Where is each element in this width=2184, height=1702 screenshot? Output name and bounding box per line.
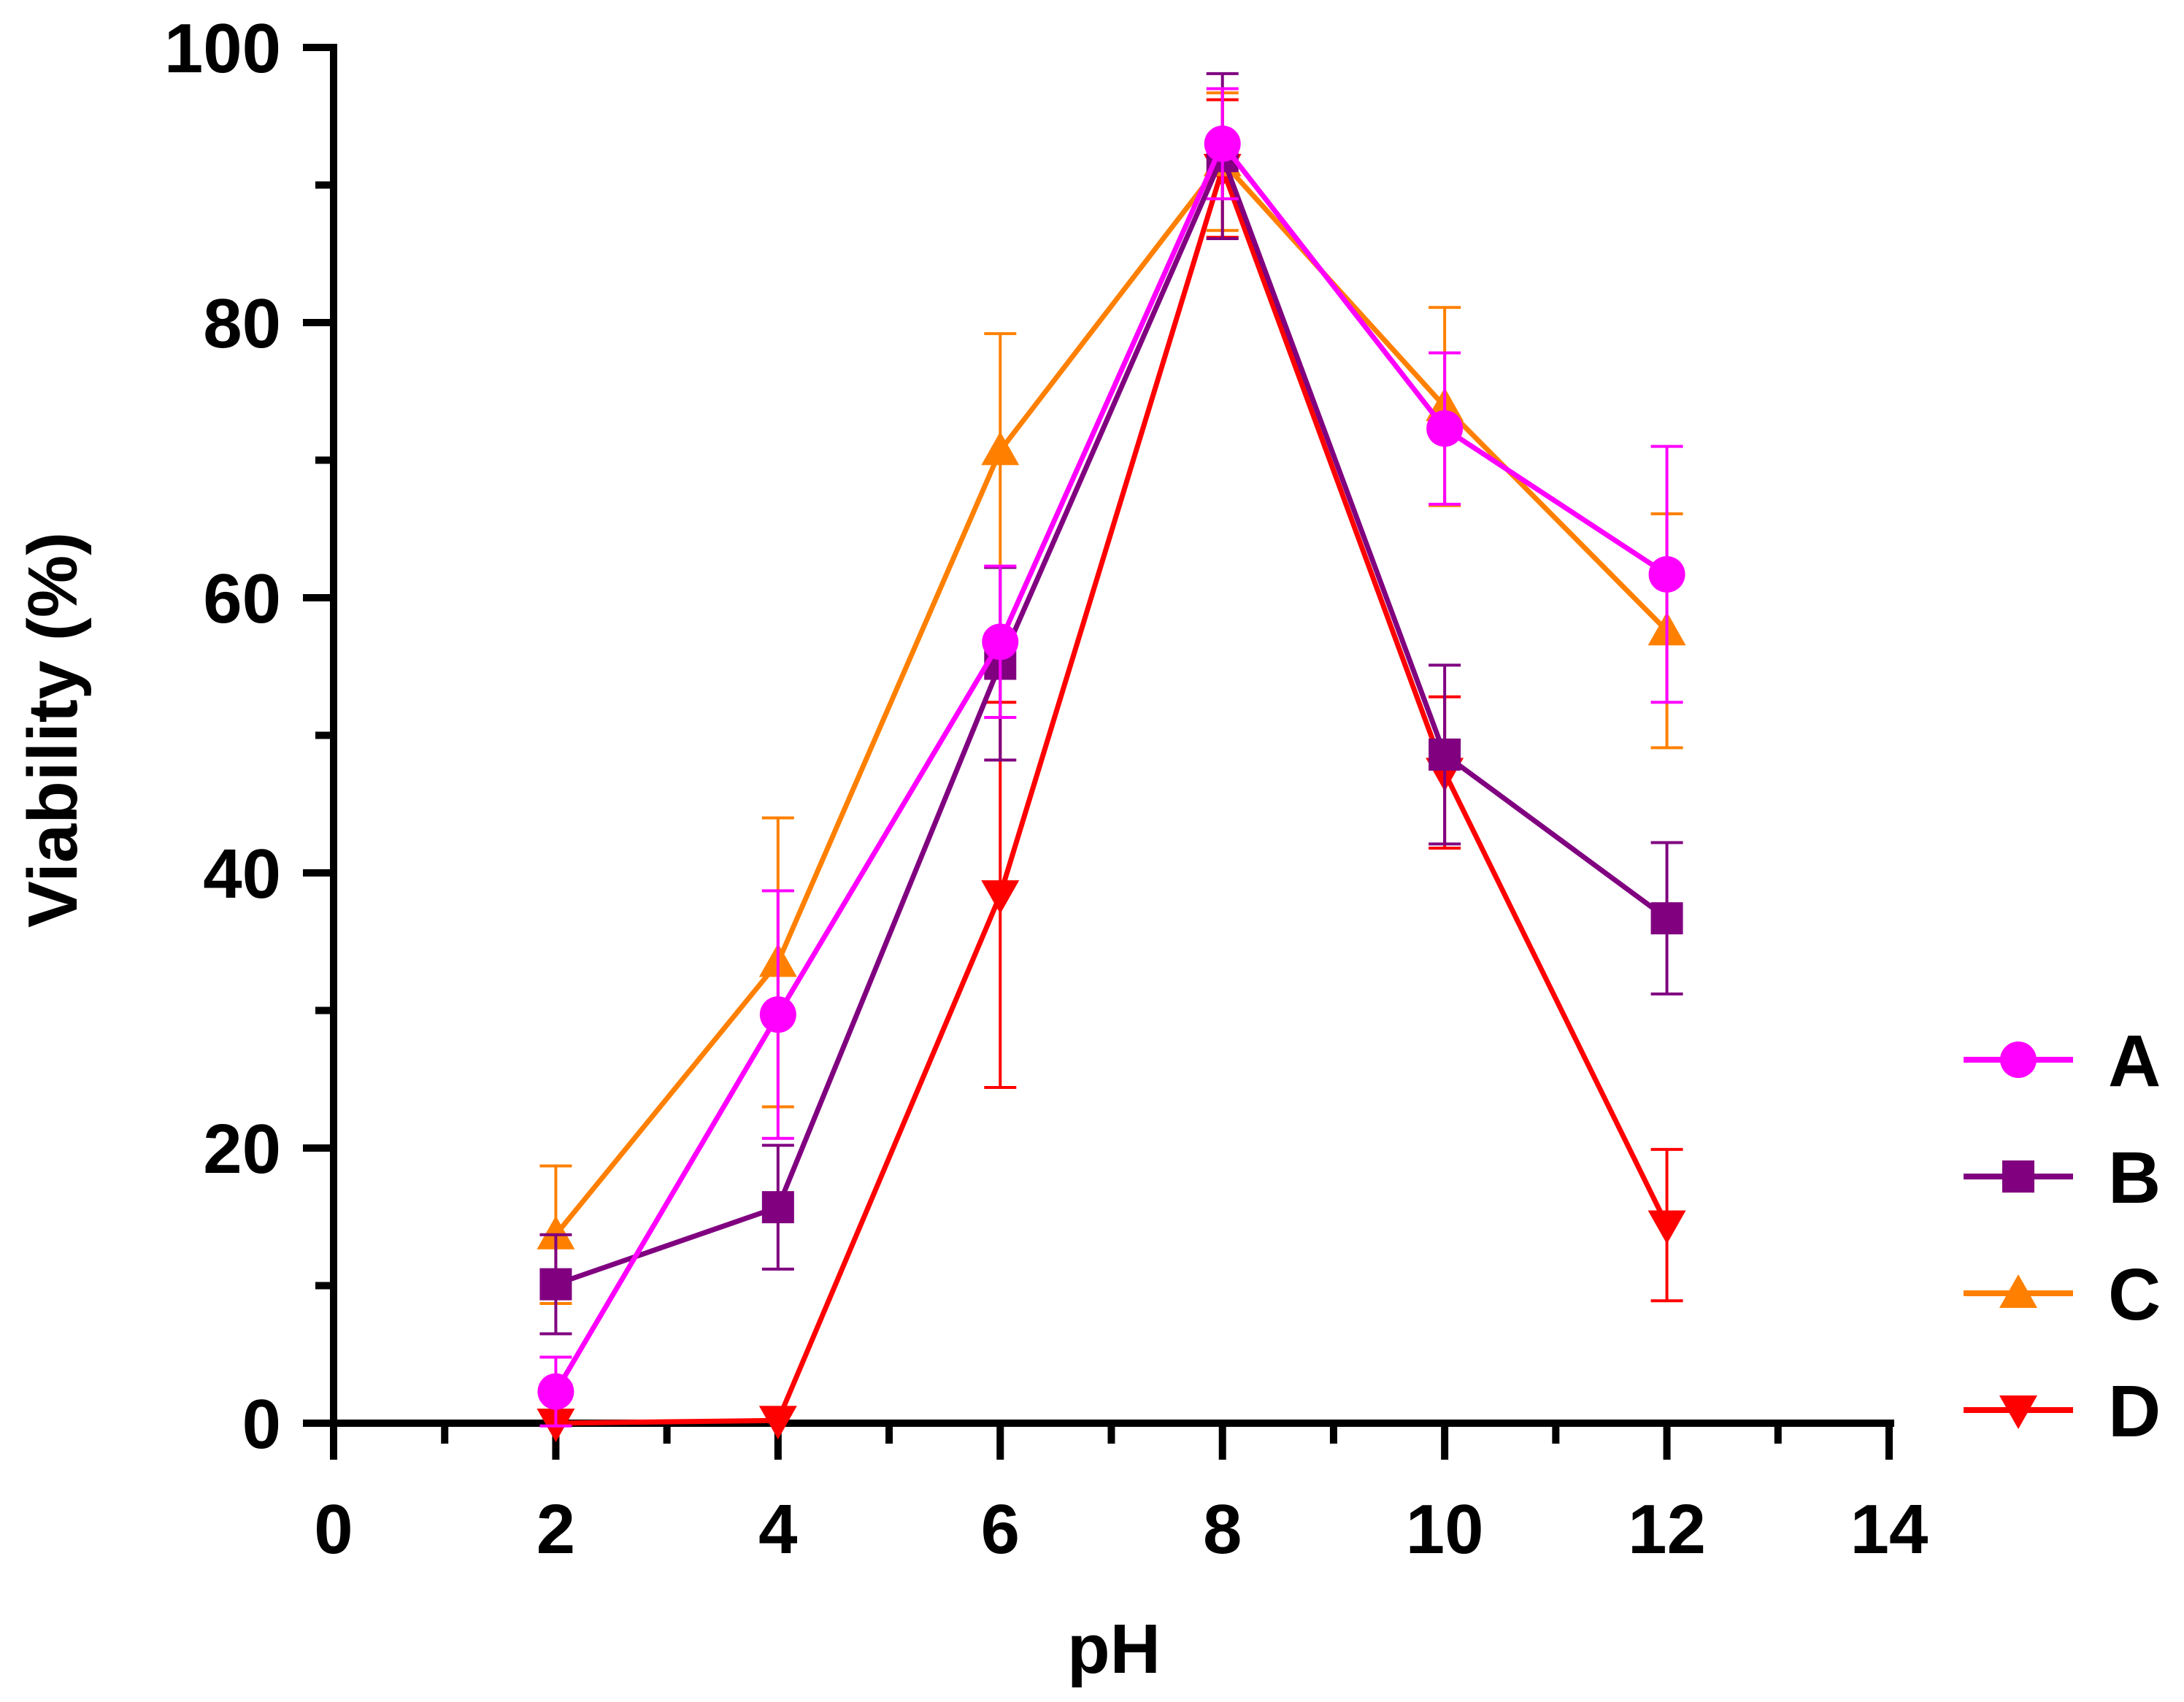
data-point-a-4 <box>759 996 796 1033</box>
data-point-b-2 <box>539 1268 572 1301</box>
data-point-c-2 <box>537 1215 575 1249</box>
series-line-d <box>555 166 1669 1426</box>
x-tick-label-6: 6 <box>981 1490 1020 1568</box>
data-point-b-4 <box>761 1191 794 1224</box>
data-point-d-12 <box>1647 1210 1686 1244</box>
x-tick-label-8: 8 <box>1203 1490 1242 1568</box>
legend-entry-a: A <box>1964 1020 2161 1102</box>
legend-label-d: D <box>2108 1371 2161 1452</box>
series-d <box>537 98 1686 1442</box>
legend-label-c: C <box>2108 1254 2161 1336</box>
series-c <box>537 91 1686 1306</box>
series-line-b <box>555 153 1669 1287</box>
legend-marker-a <box>2000 1041 2037 1078</box>
axis-ticks: 0 20 40 60 80 100 0 2 4 6 8 10 12 14 <box>164 9 1929 1568</box>
series-line-a <box>553 141 1669 1393</box>
data-point-b-12 <box>1650 902 1683 935</box>
legend-entry-c: C <box>1964 1254 2161 1336</box>
y-tick-label-60: 60 <box>203 560 281 638</box>
data-point-c-6 <box>981 431 1020 466</box>
x-tick-label-10: 10 <box>1406 1490 1484 1568</box>
data-point-d-4 <box>758 1406 797 1440</box>
data-point-a-12 <box>1648 555 1685 593</box>
data-point-a-10 <box>1426 410 1464 447</box>
data-point-a-6 <box>982 623 1019 661</box>
y-tick-label-0: 0 <box>242 1385 281 1463</box>
legend-label-a: A <box>2108 1020 2161 1102</box>
x-tick-label-2: 2 <box>537 1490 575 1568</box>
legend-marker-d <box>1999 1395 2037 1429</box>
series-b <box>539 72 1683 1336</box>
y-tick-label-80: 80 <box>203 285 281 363</box>
x-tick-label-14: 14 <box>1850 1490 1929 1568</box>
data-point-b-10 <box>1429 738 1461 771</box>
x-axis-label: pH <box>1067 1610 1161 1688</box>
x-tick-label-12: 12 <box>1628 1490 1706 1568</box>
series-group <box>537 72 1686 1442</box>
legend-label-b: B <box>2108 1137 2161 1219</box>
data-point-a-8 <box>1204 125 1241 162</box>
legend-marker-c <box>1999 1274 2037 1308</box>
legend-entry-b: B <box>1964 1137 2161 1219</box>
legend-marker-b <box>2002 1160 2034 1193</box>
data-point-d-6 <box>981 880 1020 914</box>
series-line-c <box>553 158 1669 1236</box>
x-tick-label-0: 0 <box>314 1490 353 1568</box>
data-point-a-2 <box>537 1373 574 1410</box>
y-tick-label-100: 100 <box>164 9 281 88</box>
y-axis-label: Viability (%) <box>14 532 92 928</box>
y-tick-label-20: 20 <box>203 1110 281 1188</box>
x-tick-label-4: 4 <box>758 1490 797 1568</box>
y-tick-label-40: 40 <box>203 835 281 913</box>
legend-entry-d: D <box>1964 1371 2161 1452</box>
series-a <box>537 87 1685 1428</box>
